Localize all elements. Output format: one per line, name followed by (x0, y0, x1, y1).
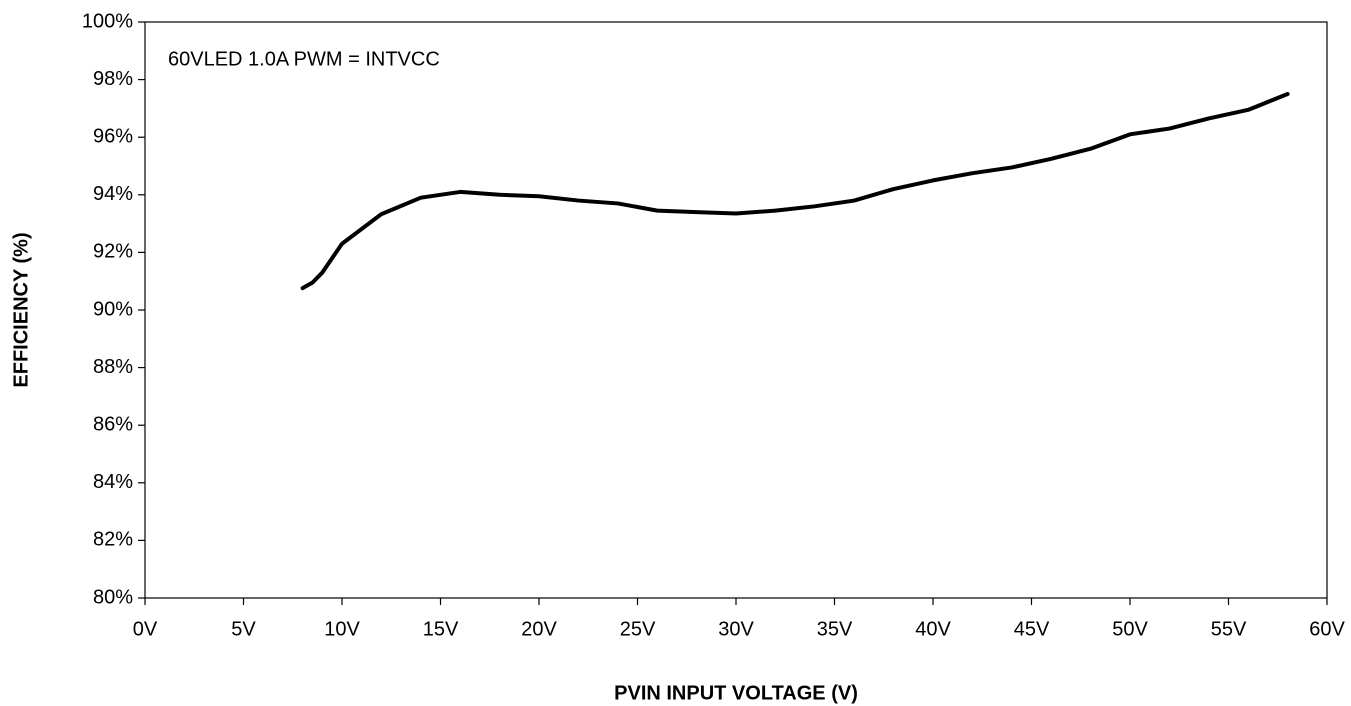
x-tick-label: 0V (133, 618, 158, 640)
x-tick-label: 35V (817, 618, 853, 640)
x-tick-label: 45V (1014, 618, 1050, 640)
x-tick-label: 40V (915, 618, 951, 640)
y-axis-label: EFFICIENCY (%) (10, 232, 32, 387)
y-tick-label: 98% (93, 68, 133, 90)
plot-frame (144, 21, 1328, 599)
x-tick-label: 15V (423, 618, 459, 640)
y-tick-label: 96% (93, 125, 133, 147)
y-tick-label: 92% (93, 241, 133, 263)
annotation: 60VLED 1.0A PWM = INTVCC (168, 48, 440, 70)
x-tick-label: 55V (1211, 618, 1247, 640)
x-axis-label: PVIN INPUT VOLTAGE (V) (614, 682, 858, 704)
x-tick-label: 50V (1112, 618, 1148, 640)
y-tick-label: 94% (93, 183, 133, 205)
y-tick-label: 82% (93, 529, 133, 551)
x-tick-label: 10V (324, 618, 360, 640)
y-tick-label: 86% (93, 413, 133, 435)
y-tick-label: 84% (93, 471, 133, 493)
x-tick-label: 60V (1309, 618, 1345, 640)
x-tick-label: 30V (718, 618, 754, 640)
data-line (300, 92, 1290, 291)
y-tick-label: 90% (93, 298, 133, 320)
y-tick-label: 88% (93, 356, 133, 378)
y-tick-label: 80% (93, 586, 133, 608)
y-tick-label: 100% (82, 10, 133, 32)
x-tick-label: 20V (521, 618, 557, 640)
x-tick-label: 25V (620, 618, 656, 640)
x-tick-label: 5V (231, 618, 256, 640)
